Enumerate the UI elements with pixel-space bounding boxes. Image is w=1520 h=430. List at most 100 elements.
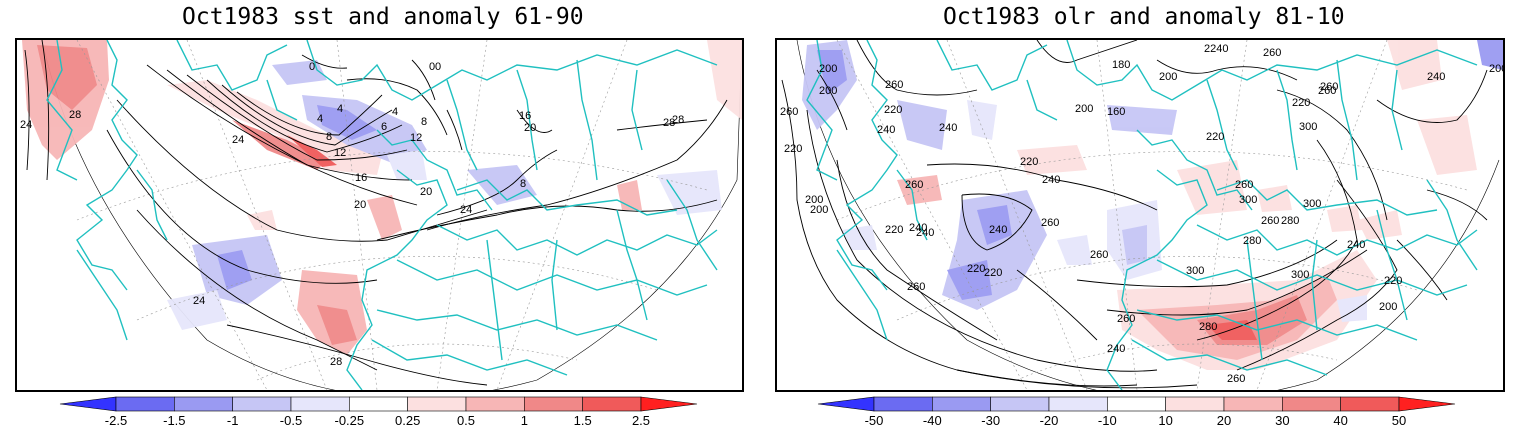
contour-label: 220 xyxy=(967,263,985,275)
colorbar-segment xyxy=(1048,396,1108,412)
colorbar-arrow-min xyxy=(817,396,875,412)
left-panel-title: Oct1983 sst and anomaly 61-90 xyxy=(182,4,584,30)
colorbar-tick-label: -50 xyxy=(865,413,884,428)
contour-label: 20 xyxy=(420,186,432,198)
contour-label: 260 xyxy=(1261,215,1279,227)
colorbar-segment xyxy=(349,396,408,412)
contour-label: 200 xyxy=(810,204,828,216)
colorbar-segment xyxy=(582,396,642,412)
colorbar-tick-label: 20 xyxy=(1217,413,1231,428)
contour-label: 240 xyxy=(1427,71,1445,83)
contour-label: 200 xyxy=(1075,103,1093,115)
colorbar-tick-label: 0.5 xyxy=(457,413,475,428)
sst-colorbar: -2.5 -1.5 -1 -0.5 -0.25 0.25 0.5 1 1.5 2.5 xyxy=(59,396,705,428)
colorbar-segment xyxy=(1165,396,1225,412)
contour-label: 260 xyxy=(907,281,925,293)
coastlines xyxy=(46,40,718,390)
contour-label: 220 xyxy=(885,224,903,236)
contour-label: 260 xyxy=(780,106,798,118)
sst-contour-labels: 24 28 24 4 0 4 8 12 16 20 20 24 28 16 20… xyxy=(20,61,684,368)
contour-label: 300 xyxy=(1186,265,1204,277)
olr-anomaly-map: 200 200 260 220 240 260 220 240 180 200 … xyxy=(775,38,1505,392)
contour-label: 0 xyxy=(429,61,435,73)
contour-label: 200 xyxy=(1489,63,1503,75)
colorbar-segment xyxy=(1223,396,1283,412)
contour-label: 300 xyxy=(1299,121,1317,133)
contour-label: 8 xyxy=(326,131,332,143)
colorbar-segment xyxy=(1107,396,1166,412)
contour-label: 6 xyxy=(381,121,387,133)
colorbar-segment xyxy=(932,396,991,412)
colorbar-tick-label: 50 xyxy=(1392,413,1406,428)
colorbar-segment xyxy=(290,396,350,412)
contour-label: 8 xyxy=(421,116,427,128)
contour-label: 220 xyxy=(784,143,802,155)
contour-label: 12 xyxy=(410,132,422,144)
colorbar-arrow-max xyxy=(1398,396,1456,412)
contour-label: 200 xyxy=(1379,301,1397,313)
contour-label: 280 xyxy=(1281,215,1299,227)
contour-label: 2240 xyxy=(1204,43,1228,55)
coastlines xyxy=(806,40,1478,390)
contour-label: 4 xyxy=(317,113,323,125)
contour-label: 240 xyxy=(1042,174,1060,186)
contour-label: 4 xyxy=(337,103,343,115)
contour-label: 260 xyxy=(1117,313,1135,325)
colorbar-tick-label: 30 xyxy=(1275,413,1289,428)
contour-label: 24 xyxy=(193,295,205,307)
contour-label: 260 xyxy=(1320,81,1338,93)
contour-label: 240 xyxy=(939,122,957,134)
contour-label: 300 xyxy=(1303,198,1321,210)
contour-label: 200 xyxy=(805,194,823,206)
contour-label: 24 xyxy=(460,204,472,216)
colorbar-tick-label: -40 xyxy=(923,413,942,428)
contour-label: 16 xyxy=(355,172,367,184)
contour-label: 220 xyxy=(984,267,1002,279)
colorbar-segment xyxy=(1340,396,1400,412)
contour-label: 180 xyxy=(1112,59,1130,71)
contour-label: 240 xyxy=(1107,343,1125,355)
colorbar-segment xyxy=(407,396,467,412)
contour-label: 260 xyxy=(1090,249,1108,261)
contour-label: 4 xyxy=(392,106,398,118)
colorbar-tick-label: 2.5 xyxy=(632,413,650,428)
colorbar-segment xyxy=(1282,396,1341,412)
contour-label: 200 xyxy=(1159,71,1177,83)
contour-label: 260 xyxy=(1318,85,1336,97)
colorbar-tick-label: -30 xyxy=(981,413,1000,428)
olr-map-canvas: 200 200 260 220 240 260 220 240 180 200 … xyxy=(780,40,1503,390)
contour-label: 260 xyxy=(885,79,903,91)
colorbar-tick-label: 0.25 xyxy=(395,413,420,428)
contour-label: 300 xyxy=(1239,194,1257,206)
colorbar-tick-label: -1.5 xyxy=(163,413,185,428)
right-panel-title: Oct1983 olr and anomaly 81-10 xyxy=(943,4,1345,30)
olr-colorbar: -50 -40 -30 -20 -10 10 20 30 40 50 xyxy=(817,396,1463,428)
contour-label: 220 xyxy=(1384,275,1402,287)
contour-label: 220 xyxy=(1292,97,1310,109)
contour-label: 200 xyxy=(819,63,837,75)
contour-label: 200 xyxy=(819,85,837,97)
contour-label: 240 xyxy=(1347,239,1365,251)
contour-label: 220 xyxy=(1020,156,1038,168)
contour-label: 16 xyxy=(519,110,531,122)
contour-label: 280 xyxy=(1243,235,1261,247)
graticule xyxy=(836,40,1468,390)
colorbar-segment xyxy=(232,396,292,412)
contour-label: 260 xyxy=(1041,217,1059,229)
contour-label: 240 xyxy=(989,224,1007,236)
contour-label: 28 xyxy=(69,109,81,121)
colorbar-segment xyxy=(115,396,175,412)
colorbar-tick-label: -10 xyxy=(1098,413,1117,428)
contour-label: 24 xyxy=(232,134,244,146)
colorbar-segment xyxy=(465,396,525,412)
colorbar-tick-label: -0.5 xyxy=(280,413,302,428)
contour-label: 12 xyxy=(334,147,346,159)
olr-contours xyxy=(781,40,1488,389)
colorbar-tick-label: 10 xyxy=(1158,413,1172,428)
anomaly-shading xyxy=(22,40,742,355)
contour-label: 260 xyxy=(1227,373,1245,385)
contour-label: 260 xyxy=(1235,179,1253,191)
colorbar-arrow-min xyxy=(59,396,117,412)
contour-label: 0 xyxy=(435,61,441,73)
contour-label: 240 xyxy=(877,124,895,136)
